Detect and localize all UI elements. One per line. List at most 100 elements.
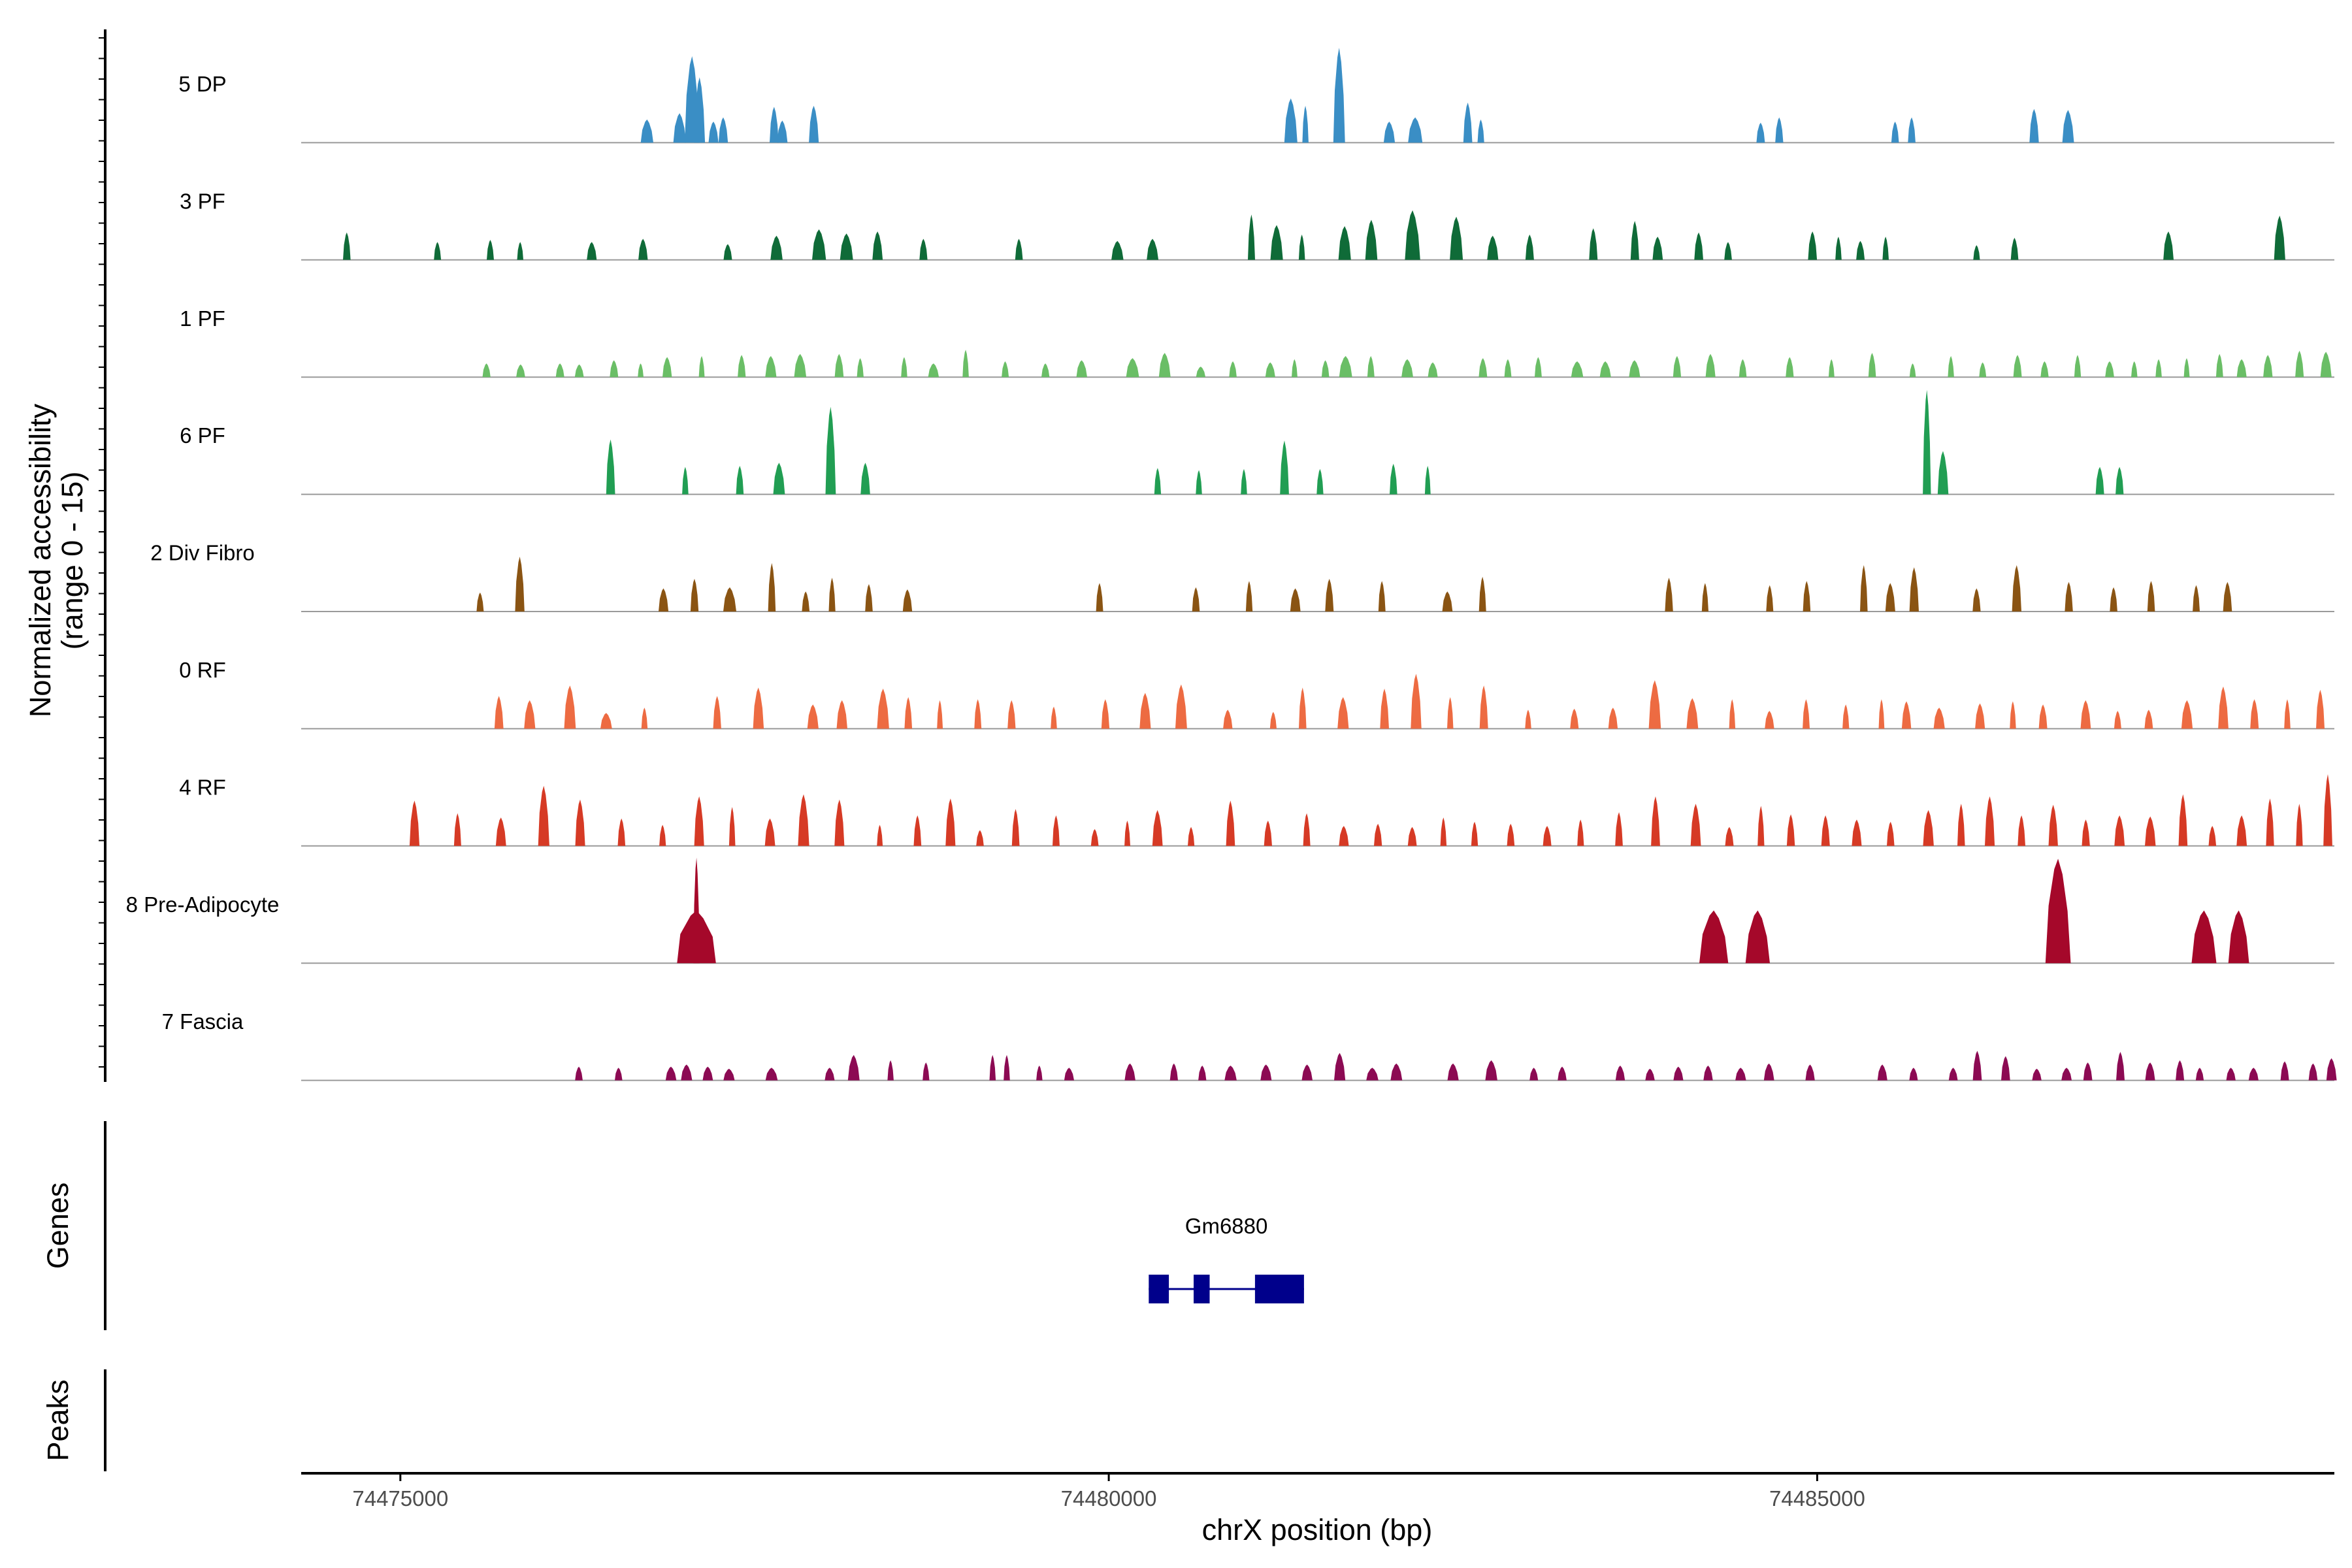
coverage-peak [673,113,686,143]
coverage-peak [1299,687,1307,729]
coverage-peak [694,796,704,846]
coverage-peak [1739,359,1747,378]
coverage-peak [1424,466,1431,495]
coverage-peak [1198,1066,1207,1081]
track-label: 3 PF [180,189,225,213]
coverage-peak [1933,708,1945,729]
coverage-peak [659,588,669,612]
coverage-peak [659,825,666,846]
coverage-peak [1477,119,1484,143]
coverage-peak [1471,821,1478,846]
coverage-peak [1405,210,1420,260]
coverage-peak [736,466,744,495]
coverage-peak [2144,710,2153,729]
coverage-peak [638,363,644,378]
coverage-peak [1608,708,1618,729]
coverage-peak [1428,362,1438,378]
coverage-peak [1154,468,1162,495]
coverage-peak [2061,1068,2072,1081]
coverage-peak [1298,235,1305,260]
coverage-peak [1525,235,1534,260]
x-tick-label: 74480000 [1061,1486,1157,1511]
coverage-peak [904,697,913,729]
coverage-peak [1860,565,1868,612]
coverage-peak [1096,583,1103,612]
coverage-peak [2145,1062,2155,1081]
coverage-peak [638,238,648,260]
coverage-peak [600,713,612,729]
coverage-peak [615,1068,623,1081]
coverage-peak [1378,581,1386,612]
track-1-pf: 1 PF [180,306,2334,378]
coverage-peak [1937,451,1949,495]
coverage-peak [1011,809,1020,846]
coverage-peak [901,357,907,378]
coverage-peak [2029,108,2039,143]
gene-annotation-track: Gm6880 [1149,1214,1304,1303]
coverage-peak [1411,674,1422,729]
coverage-peak [770,106,779,143]
coverage-peak [1147,238,1159,260]
coverage-peak [802,591,810,612]
track-label: 2 Div Fibro [150,541,255,565]
coverage-peak [1979,362,1987,378]
coverage-peak [2083,1062,2093,1081]
coverage-peak [2045,858,2071,964]
coverage-peak [1828,359,1835,378]
coverage-peak [2082,819,2090,846]
coverage-peak [1487,235,1499,260]
coverage-peak [2316,689,2325,729]
coverage-peak [2012,565,2021,612]
coverage-peak [1124,1063,1135,1081]
coverage-peak [1877,1064,1887,1081]
coverage-peak [1972,1051,1982,1081]
coverage-peak [1303,813,1311,846]
coverage-peak [1367,355,1375,378]
coverage-peak [1260,1064,1272,1081]
coverage-peak [1338,226,1351,260]
track-label: 8 Pre-Adipocyte [126,892,280,917]
coverage-peak [1007,700,1016,729]
coverage-peak [1908,117,1916,143]
coverage-peak [2215,353,2223,378]
coverage-peak [919,238,928,260]
coverage-peak [2248,1068,2259,1081]
coverage-peak [857,358,864,378]
accessibility-ylabel-line1: Normalized accessibility [24,403,57,717]
coverage-peak [1479,685,1488,729]
coverage-peak [2326,1058,2337,1081]
coverage-peak [1101,699,1110,729]
coverage-peak [515,557,525,612]
coverage-tracks: 5 DP 3 PF 1 PF 6 PF 2 Div Fibro 0 RF 4 RF 8 Pre… [126,48,2337,1081]
coverage-peak [723,244,732,260]
coverage-peak [1599,361,1611,378]
coverage-peak [516,364,525,378]
coverage-peak [677,910,716,964]
gene-exon [1254,1275,1304,1303]
coverage-peak [2296,804,2303,846]
track-label: 6 PF [180,423,225,448]
coverage-peak [2010,237,2019,260]
coverage-peak [1450,216,1463,260]
coverage-peak [1478,358,1488,378]
coverage-peak [1577,819,1584,846]
coverage-peak [1673,355,1682,378]
coverage-peak [2062,110,2074,143]
coverage-peak [1339,826,1349,846]
coverage-peak [1645,1068,1655,1081]
coverage-peak [1447,697,1454,729]
coverage-peak [1229,361,1237,378]
coverage-peak [2266,798,2274,846]
coverage-peak [2191,910,2217,964]
coverage-peak [834,353,844,378]
coverage-peak [1169,1063,1178,1081]
coverage-peak [1224,1066,1237,1081]
coverage-peak [728,807,736,846]
coverage-peak [2280,1061,2289,1081]
coverage-peak [2274,216,2285,260]
coverage-peak [1264,821,1272,846]
coverage-peak [2163,231,2174,260]
coverage-peak [1440,817,1447,846]
coverage-peak [1090,829,1099,846]
